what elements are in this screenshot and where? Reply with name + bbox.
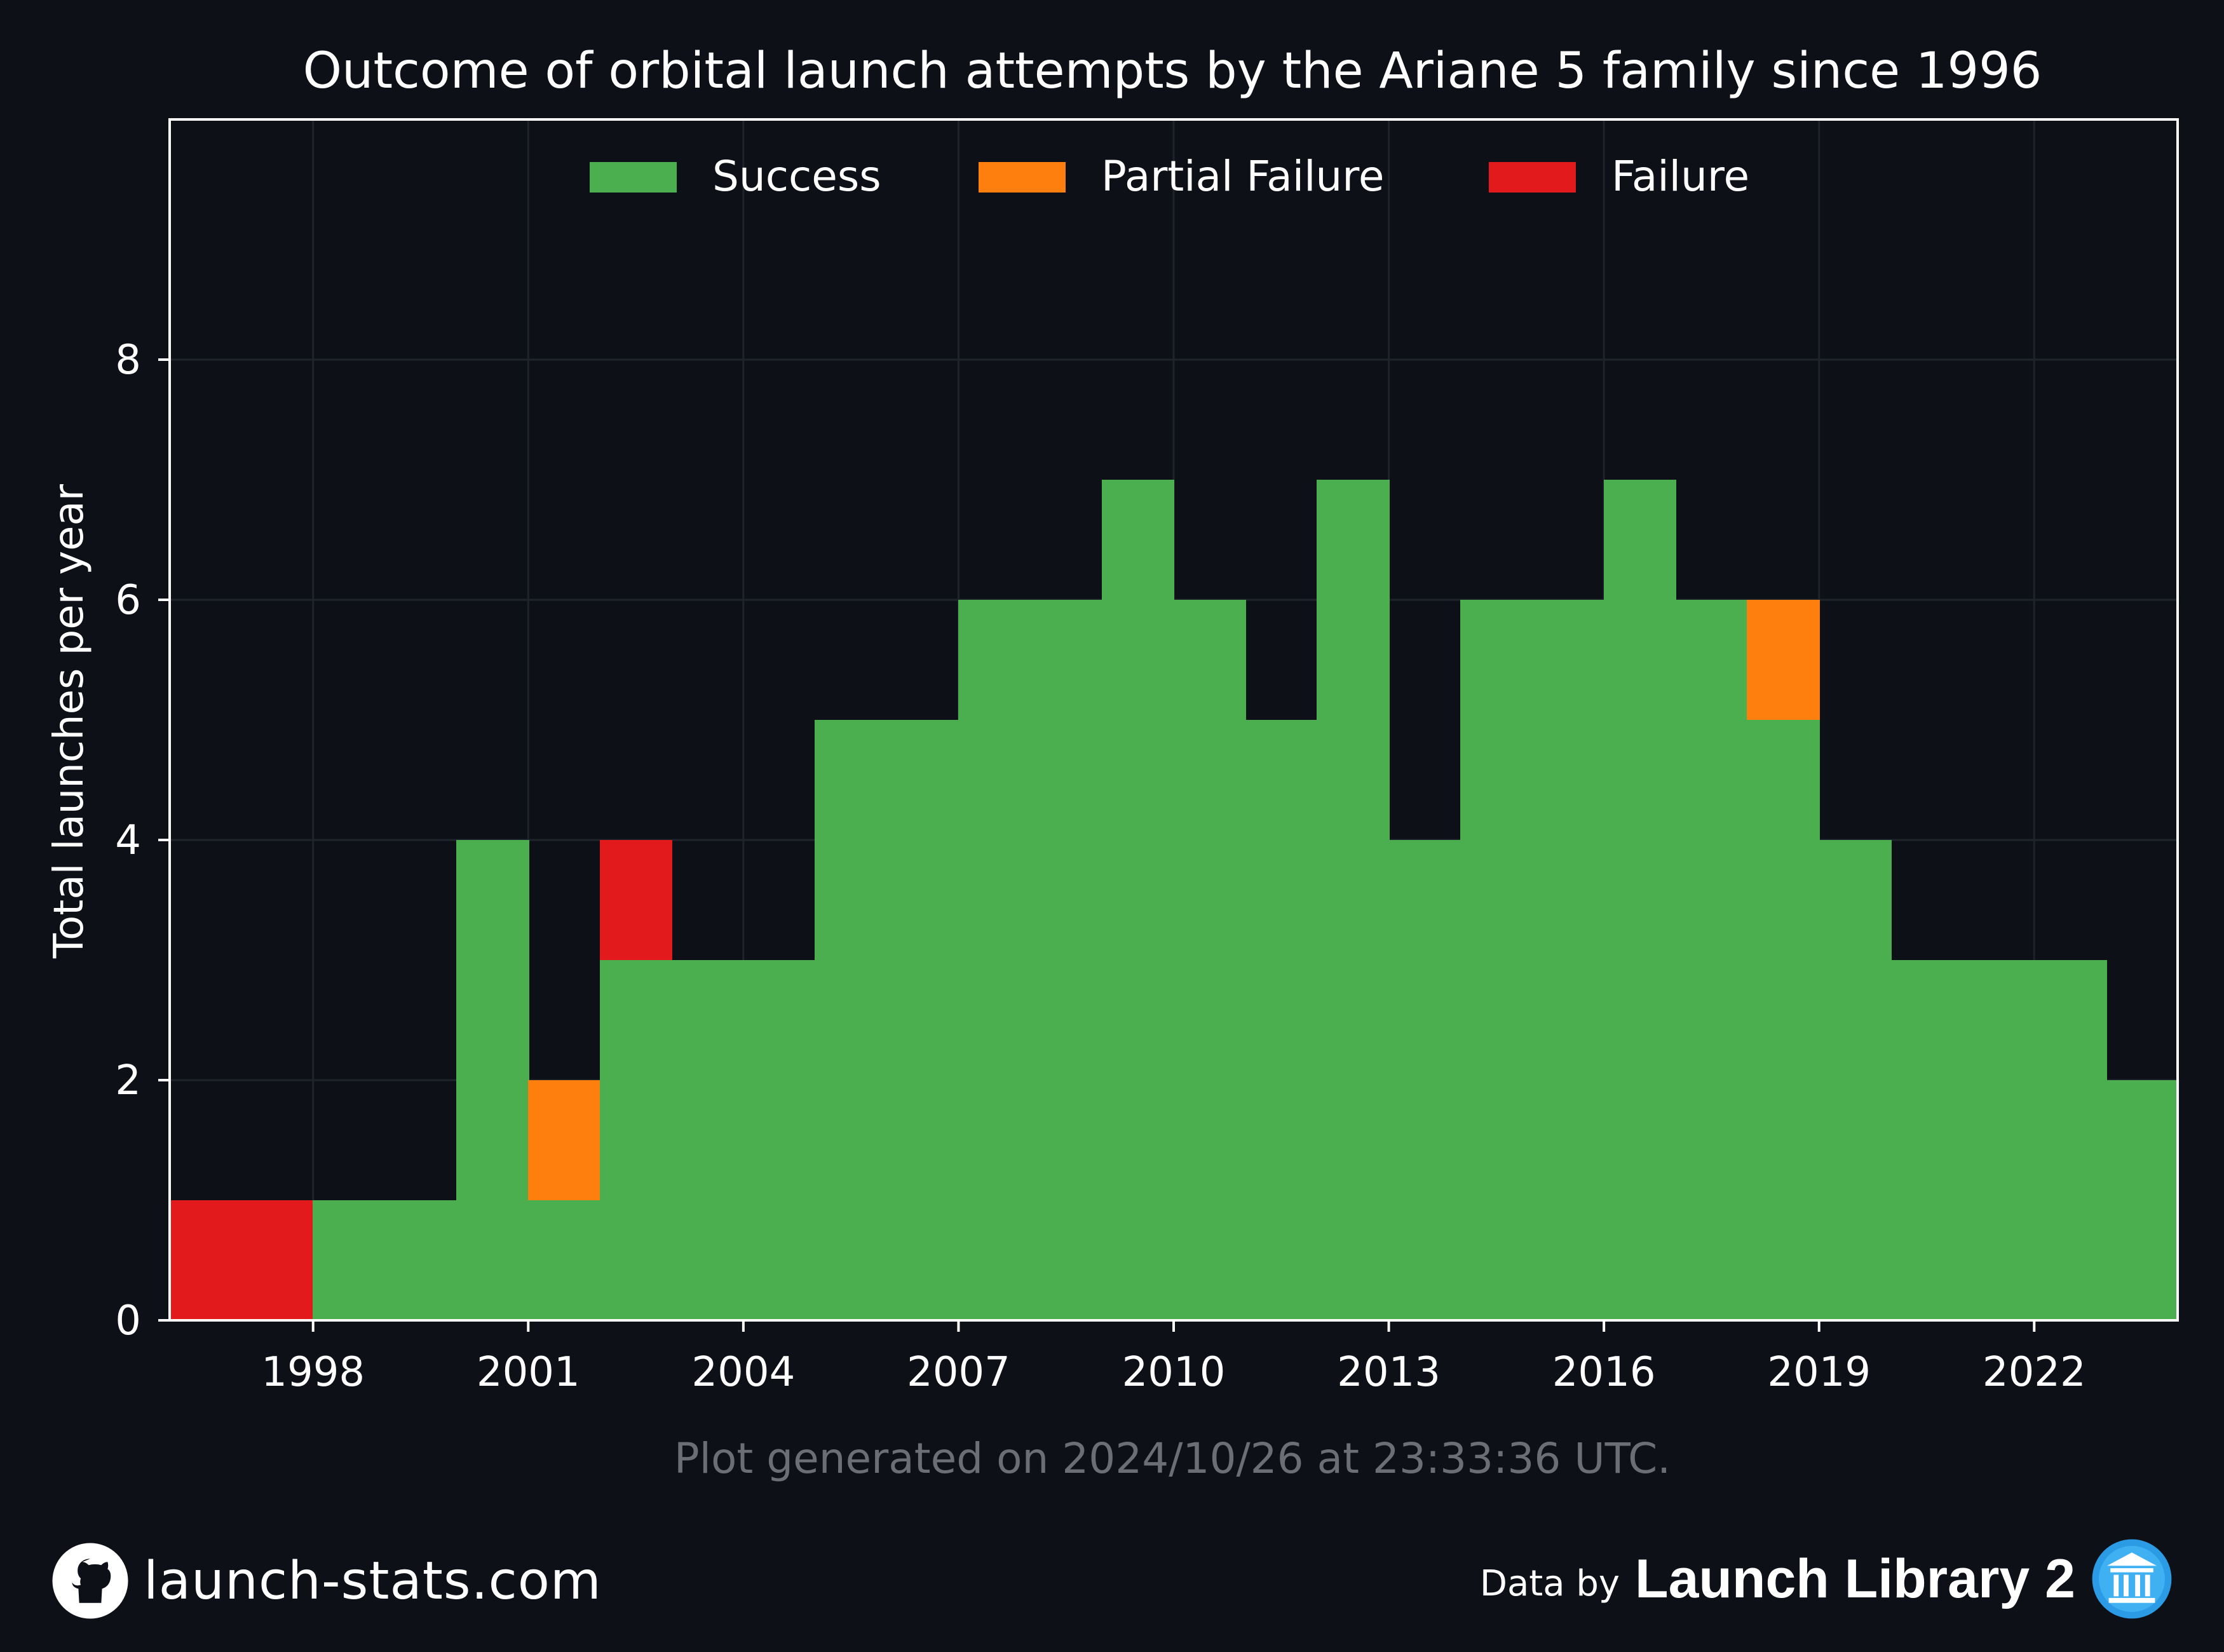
data-by-label: Data by	[1479, 1562, 1620, 1604]
site-credit[interactable]: launch-stats.com	[51, 1543, 602, 1619]
x-tick-label: 1998	[261, 1349, 365, 1396]
bar-success-2004	[743, 960, 816, 1320]
legend-swatch-partial-failure	[979, 162, 1066, 193]
y-tick-label: 2	[115, 1057, 141, 1104]
bar-success-2008	[1030, 600, 1103, 1320]
y-tick-label: 6	[115, 577, 141, 624]
bar-success-2022	[2034, 960, 2107, 1320]
bar-success-2007	[958, 600, 1031, 1320]
bar-success-2023	[2106, 1080, 2178, 1320]
bars	[170, 480, 2178, 1320]
bar-success-2016	[1604, 480, 1676, 1320]
x-tick-label: 2013	[1337, 1349, 1441, 1396]
bar-success-2019	[1819, 840, 1892, 1320]
y-tick-label: 0	[115, 1297, 141, 1344]
x-tick-label: 2004	[691, 1349, 795, 1396]
y-tick-label: 4	[115, 817, 141, 864]
bar-success-2020	[1890, 960, 1963, 1320]
bar-failure-2002	[600, 840, 672, 960]
x-tick-label: 2019	[1767, 1349, 1871, 1396]
github-icon	[52, 1543, 128, 1619]
bar-success-1999	[384, 1200, 458, 1320]
bar-success-1998	[313, 1200, 386, 1320]
bar-success-2009	[1102, 480, 1174, 1320]
y-axis-label: Total launches per year	[46, 484, 93, 959]
bar-success-2000	[456, 840, 529, 1320]
bar-success-2003	[672, 960, 744, 1320]
bar-success-2011	[1245, 720, 1318, 1320]
bar-success-2010	[1174, 600, 1246, 1320]
generated-caption: Plot generated on 2024/10/26 at 23:33:36…	[674, 1434, 1671, 1483]
legend: Success Partial Failure Failure	[590, 152, 1749, 201]
legend-label-failure: Failure	[1611, 152, 1749, 201]
x-tick-label: 2007	[907, 1349, 1010, 1396]
bar-success-2006	[886, 720, 959, 1320]
x-tick-label: 2022	[1983, 1349, 2086, 1396]
data-source-credit[interactable]: Data by Launch Library 2	[1480, 1538, 2173, 1620]
launch-library-icon	[2092, 1539, 2172, 1619]
x-tick-label: 2001	[477, 1349, 580, 1396]
x-tick-label: 2016	[1552, 1349, 1656, 1396]
bar-failure-1997	[241, 1200, 314, 1320]
bar-partial-failure-2001	[528, 1080, 601, 1200]
bar-success-2021	[1962, 960, 2035, 1320]
bar-success-2015	[1532, 600, 1605, 1320]
chart-title: Outcome of orbital launch attempts by th…	[303, 43, 2042, 100]
bar-success-2002	[600, 960, 672, 1320]
bar-partial-failure-2018	[1747, 600, 1820, 720]
bar-success-2018	[1747, 720, 1820, 1320]
site-name: launch-stats.com	[144, 1550, 602, 1611]
x-tick-label: 2010	[1122, 1349, 1226, 1396]
legend-swatch-failure	[1489, 162, 1576, 193]
bar-success-2012	[1317, 480, 1390, 1320]
bar-success-2014	[1460, 600, 1533, 1320]
legend-label-success: Success	[712, 152, 881, 201]
bar-success-2017	[1676, 600, 1748, 1320]
axis-ticks: 1998 2001 2004 2007 2010 2013 2016 2019 2022 0 2 4 6…	[115, 337, 2085, 1396]
bar-success-2005	[815, 720, 888, 1320]
legend-swatch-success	[590, 162, 677, 193]
bar-success-2001	[528, 1200, 601, 1320]
bar-success-2013	[1388, 840, 1461, 1320]
data-source-name: Launch Library 2	[1635, 1548, 2075, 1609]
legend-label-partial-failure: Partial Failure	[1101, 152, 1385, 201]
y-tick-label: 8	[115, 337, 141, 384]
bar-failure-1996	[170, 1200, 242, 1320]
